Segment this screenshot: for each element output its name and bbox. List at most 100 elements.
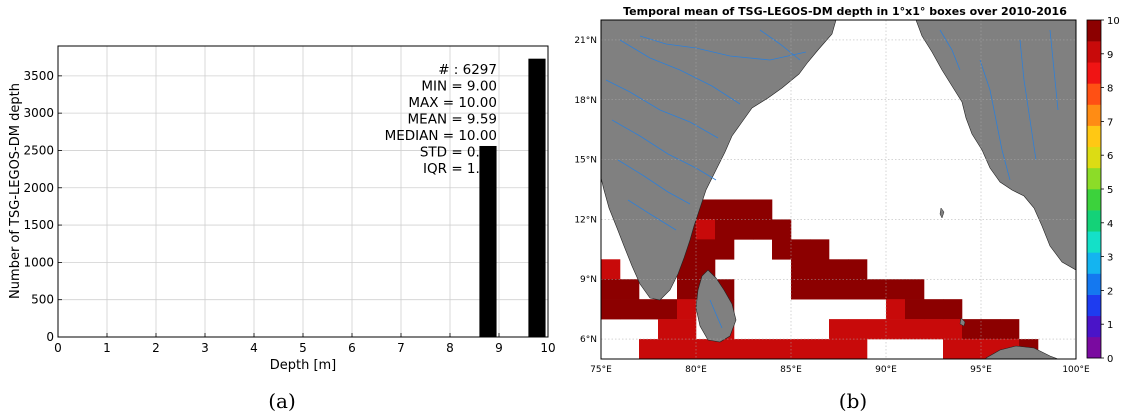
colorbar-segment <box>1087 294 1101 317</box>
caption-b: (b) <box>839 389 867 413</box>
map-lon-tick-label: 95°E <box>970 365 992 375</box>
colorbar-tick-label: 8 <box>1107 84 1113 95</box>
map-panel: 75°E 80°E 85°E 90°E 95°E 100°E 6°N 9°N 12°N 15°N… <box>574 5 1119 413</box>
map-cell <box>981 319 1001 340</box>
map-cell <box>905 279 925 300</box>
map-cell <box>867 279 887 300</box>
histogram-y-ticks: 0 500 1000 1500 2000 2500 3000 3500 <box>23 69 62 344</box>
map-cell <box>753 219 773 240</box>
map-lat-tick-label: 21°N <box>574 36 597 46</box>
map-cell <box>943 339 963 359</box>
map-cell <box>791 339 811 359</box>
map-lon-tick-label: 100°E <box>1062 365 1090 375</box>
map-cell <box>601 279 621 300</box>
indochina-landmass <box>915 20 1076 271</box>
histogram-x-tick-label: 0 <box>54 341 62 355</box>
map-cell <box>791 239 811 260</box>
map-lat-ticks: 6°N 9°N 12°N 15°N 18°N 21°N <box>574 36 597 345</box>
histogram-x-tick-label: 8 <box>446 341 454 355</box>
map-cell <box>639 339 659 359</box>
histogram-x-tick-label: 2 <box>152 341 160 355</box>
map-cell <box>943 299 963 320</box>
histogram-x-tick-label: 5 <box>299 341 307 355</box>
colorbar-segment <box>1087 41 1101 63</box>
map-cell <box>734 219 754 240</box>
colorbar-segment <box>1087 231 1101 253</box>
histogram-stat-line: MEDIAN = 10.00 <box>385 128 497 144</box>
histogram-x-tick-label: 9 <box>495 341 503 355</box>
colorbar-segment <box>1087 189 1101 211</box>
colorbar-segment <box>1087 125 1101 148</box>
map-cell <box>848 279 868 300</box>
histogram-x-label: Depth [m] <box>270 358 337 373</box>
map-cell <box>601 299 602 320</box>
histogram-bars <box>479 58 546 337</box>
map-cell <box>734 199 754 220</box>
histogram-x-ticks: 0 1 2 3 4 5 6 7 8 9 10 <box>54 333 556 355</box>
map-cell <box>829 339 849 359</box>
colorbar-tick-label: 0 <box>1107 354 1113 365</box>
colorbar-segment <box>1087 210 1101 232</box>
colorbar: 0 1 2 3 4 5 6 7 8 9 10 <box>1086 16 1120 365</box>
histogram-y-tick-label: 0 <box>46 330 54 344</box>
map-cell <box>677 299 697 320</box>
histogram-x-tick-label: 4 <box>250 341 258 355</box>
map-cell <box>924 319 944 340</box>
colorbar-segment <box>1087 252 1101 274</box>
map-cell <box>620 279 640 300</box>
map-lat-tick-label: 6°N <box>580 335 597 345</box>
sumatra-landmass <box>985 345 1059 359</box>
map-frame <box>600 19 1077 360</box>
map-cell <box>829 259 849 280</box>
histogram-x-tick-label: 3 <box>201 341 209 355</box>
map-cell <box>829 319 849 340</box>
colorbar-segment <box>1087 20 1101 42</box>
map-cell <box>715 339 735 359</box>
map-cell <box>848 259 868 280</box>
map-cell <box>772 219 792 240</box>
histogram-stat-line: MAX = 10.00 <box>408 95 497 111</box>
colorbar-segment <box>1087 146 1101 169</box>
caption-a: (a) <box>268 389 296 413</box>
histogram-x-tick-label: 6 <box>348 341 356 355</box>
map-cell <box>658 319 678 340</box>
map-cell <box>829 279 849 300</box>
histogram-y-tick-label: 3000 <box>23 106 54 120</box>
histogram-y-tick-label: 1500 <box>23 218 54 232</box>
map-cell <box>658 339 678 359</box>
histogram-y-tick-label: 500 <box>31 293 54 307</box>
colorbar-tick-label: 4 <box>1107 219 1113 230</box>
map-cell <box>715 219 735 240</box>
map-cell <box>924 299 944 320</box>
map-cell <box>1000 319 1020 340</box>
map-grid <box>601 20 1076 359</box>
colorbar-segment <box>1087 83 1101 105</box>
histogram-panel: 0 1 2 3 4 5 6 7 8 9 10 0 500 1000 1500 2000 2500 3000 350… <box>8 45 556 413</box>
map-cell <box>696 339 716 359</box>
histogram-stat-line: MIN = 9.00 <box>421 79 497 95</box>
map-cell <box>867 319 887 340</box>
map-cell <box>791 279 811 300</box>
map-lat-tick-label: 15°N <box>574 156 597 166</box>
map-cell <box>753 339 773 359</box>
histogram-stat-line: # : 6297 <box>438 62 497 78</box>
histogram-x-tick-label: 10 <box>540 341 555 355</box>
nicobar-island <box>959 317 966 327</box>
map-cell <box>962 319 982 340</box>
colorbar-tick-label: 2 <box>1107 286 1113 297</box>
india-landmass <box>601 20 837 301</box>
map-lat-tick-label: 18°N <box>574 96 597 106</box>
map-lon-tick-label: 85°E <box>780 365 802 375</box>
map-cell <box>810 279 830 300</box>
colorbar-segment <box>1087 315 1101 338</box>
histogram-y-tick-label: 1000 <box>23 255 54 269</box>
map-lon-tick-label: 80°E <box>685 365 707 375</box>
colorbar-segment <box>1087 336 1101 359</box>
histogram-y-tick-label: 2500 <box>23 143 54 157</box>
map-cell <box>943 319 963 340</box>
colorbar-tick-label: 9 <box>1107 50 1113 61</box>
map-lat-tick-label: 9°N <box>580 275 597 285</box>
map-cell <box>620 299 640 320</box>
map-cell <box>601 239 602 260</box>
